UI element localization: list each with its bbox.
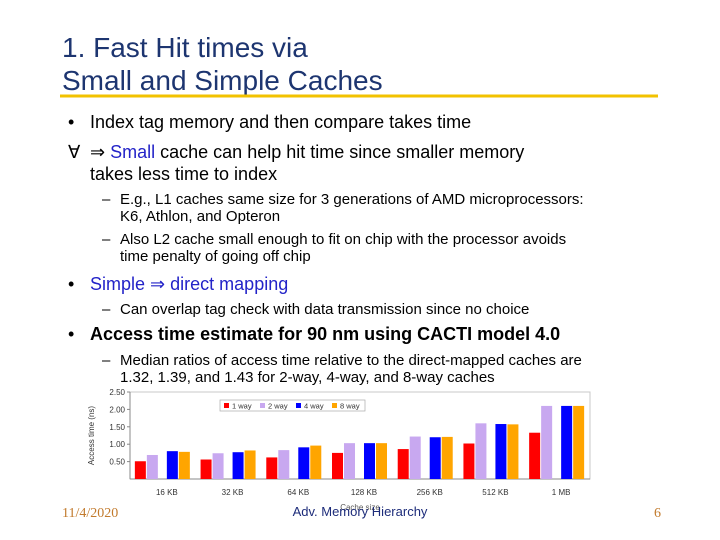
y-tick-label: 2.50 bbox=[109, 388, 125, 397]
bullet-text: 1.32, 1.39, and 1.43 for 2-way, 4-way, a… bbox=[120, 369, 495, 386]
bullet-text: Access time estimate for 90 nm using CAC… bbox=[90, 324, 560, 344]
bar bbox=[561, 405, 573, 479]
text-run: Index tag memory and then compare takes … bbox=[90, 112, 471, 132]
title-line: 1. Fast Hit times via bbox=[62, 32, 308, 63]
bar bbox=[212, 453, 224, 479]
text-run: direct mapping bbox=[170, 274, 288, 294]
bar bbox=[397, 449, 409, 479]
bar bbox=[529, 432, 541, 479]
bar bbox=[232, 452, 244, 479]
x-tick-label: 16 KB bbox=[156, 488, 178, 497]
bar bbox=[166, 451, 178, 479]
x-tick-label: 64 KB bbox=[287, 488, 309, 497]
legend-swatch bbox=[332, 403, 337, 408]
bar bbox=[573, 405, 585, 479]
y-tick-label: 1.00 bbox=[109, 440, 125, 449]
bar bbox=[134, 461, 146, 479]
bar bbox=[244, 450, 256, 479]
bullet-text: K6, Athlon, and Opteron bbox=[120, 208, 280, 225]
bar bbox=[200, 459, 212, 479]
text-run: cache can help hit time since smaller me… bbox=[160, 142, 524, 162]
x-tick-label: 1 MB bbox=[552, 488, 571, 497]
bullet-marker: – bbox=[102, 191, 111, 208]
y-tick-label: 1.50 bbox=[109, 423, 125, 432]
y-tick-label: 2.00 bbox=[109, 405, 125, 414]
bullet-marker: – bbox=[102, 352, 111, 369]
bar bbox=[429, 437, 441, 479]
bar bbox=[495, 424, 507, 479]
bullet-text: time penalty of going off chip bbox=[120, 248, 311, 265]
bar bbox=[441, 436, 453, 479]
bar bbox=[298, 447, 310, 479]
bar bbox=[364, 443, 375, 479]
bar bbox=[266, 457, 278, 479]
page-number: 6 bbox=[654, 506, 661, 521]
text-run: ⇒ bbox=[90, 142, 105, 162]
text-run: Small bbox=[110, 142, 155, 162]
y-axis-label: Access time (ns) bbox=[87, 406, 96, 465]
bar bbox=[310, 445, 322, 479]
legend-box bbox=[219, 399, 366, 412]
bullet-marker: • bbox=[68, 274, 74, 294]
bullet-text: E.g., L1 caches same size for 3 generati… bbox=[120, 191, 584, 208]
footer-date: 11/4/2020 bbox=[62, 506, 118, 521]
bar bbox=[376, 443, 387, 479]
bar bbox=[278, 450, 290, 479]
bullet-marker: • bbox=[68, 324, 74, 344]
bar bbox=[409, 436, 421, 479]
legend-swatch bbox=[296, 403, 301, 408]
legend-label: 8 way bbox=[340, 402, 360, 411]
bullet-marker: – bbox=[102, 301, 111, 318]
text-run: E.g., L1 caches same size for 3 generati… bbox=[120, 191, 584, 208]
bar bbox=[475, 423, 487, 479]
text-run: Access time estimate for 90 nm using CAC… bbox=[90, 324, 560, 344]
x-tick-label: 128 KB bbox=[351, 488, 377, 497]
bar bbox=[507, 424, 519, 479]
x-tick-label: 32 KB bbox=[222, 488, 244, 497]
bar bbox=[178, 451, 190, 479]
bar bbox=[332, 452, 343, 479]
bullet-marker: • bbox=[68, 112, 74, 132]
bullet-text: Simple ⇒ direct mapping bbox=[90, 274, 288, 294]
x-tick-label: 256 KB bbox=[417, 488, 443, 497]
bullet-marker: – bbox=[102, 231, 111, 248]
bar bbox=[344, 443, 355, 479]
bullet-text: ⇒ Small cache can help hit time since sm… bbox=[90, 142, 524, 162]
x-tick-label: 512 KB bbox=[482, 488, 508, 497]
bar bbox=[463, 443, 475, 479]
y-tick-label: 0.50 bbox=[109, 458, 125, 467]
bar bbox=[541, 405, 553, 479]
bullet-marker: ∀ bbox=[68, 142, 81, 162]
legend-label: 4 way bbox=[304, 402, 324, 411]
text-run: ⇒ bbox=[150, 274, 165, 294]
bullet-text: takes less time to index bbox=[90, 164, 277, 184]
text-run: Can overlap tag check with data transmis… bbox=[120, 301, 529, 318]
bar bbox=[146, 454, 158, 479]
text-run: Median ratios of access time relative to… bbox=[120, 352, 582, 369]
bullet-text: Index tag memory and then compare takes … bbox=[90, 112, 471, 132]
legend-swatch bbox=[224, 403, 229, 408]
text-run: Also L2 cache small enough to fit on chi… bbox=[120, 231, 566, 248]
legend-swatch bbox=[260, 403, 265, 408]
title-line: Small and Simple Caches bbox=[62, 65, 383, 96]
text-run: Simple bbox=[90, 274, 145, 294]
legend-label: 2 way bbox=[268, 402, 288, 411]
x-axis-label: Cache size bbox=[340, 503, 380, 512]
legend-label: 1 way bbox=[232, 402, 252, 411]
bullet-text: Median ratios of access time relative to… bbox=[120, 352, 582, 369]
bullet-text: Also L2 cache small enough to fit on chi… bbox=[120, 231, 566, 248]
footer-center: Adv. Memory Hierarchy bbox=[293, 504, 428, 519]
bullet-text: Can overlap tag check with data transmis… bbox=[120, 301, 529, 318]
